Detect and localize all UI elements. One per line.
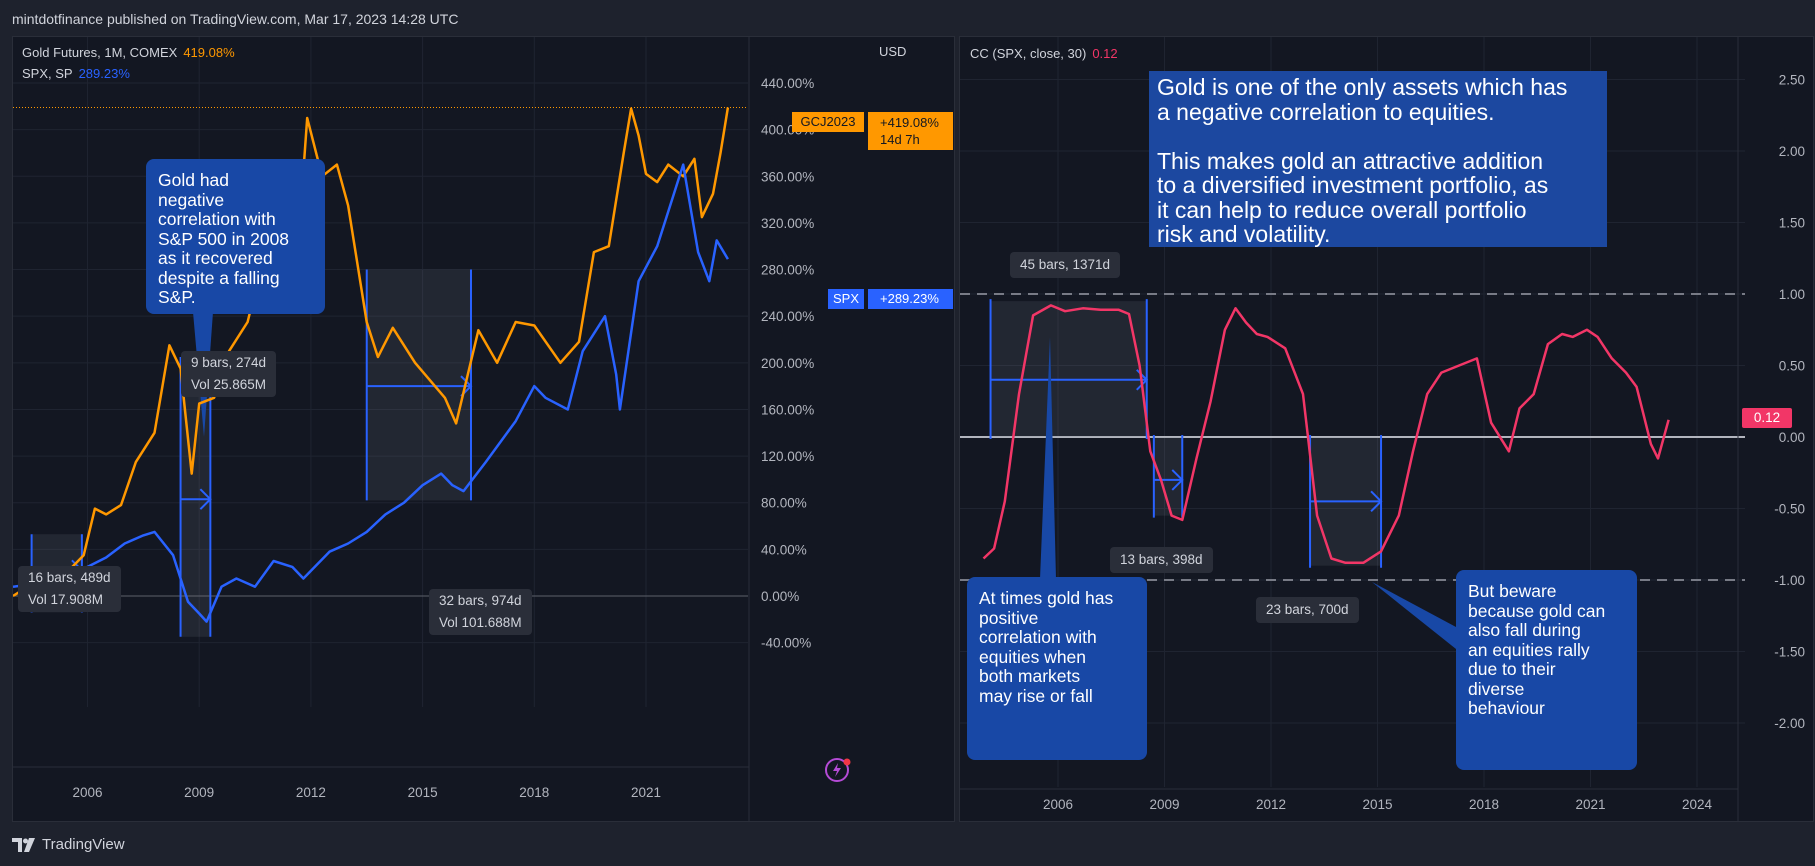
currency-label: USD xyxy=(879,44,907,59)
cc-x-tick-label: 2024 xyxy=(1682,797,1713,812)
y-tick-label: 240.00% xyxy=(761,309,814,324)
x-tick-label: 2009 xyxy=(184,785,214,800)
legend-spx-value: 289.23% xyxy=(78,66,130,81)
cc-x-tick-label: 2012 xyxy=(1256,797,1286,812)
x-tick-label: 2006 xyxy=(72,785,102,800)
gold-series-line xyxy=(13,107,730,598)
y-tick-label: 320.00% xyxy=(761,216,814,231)
gold-countdown: 14d 7h xyxy=(880,132,920,147)
measure-label-2: 9 bars, 274d Vol 25.865M xyxy=(181,351,277,397)
legend-gold-value: 419.08% xyxy=(183,45,235,60)
spx-ticker-label: SPX xyxy=(828,289,864,309)
cc-y-tick-label: 1.00 xyxy=(1779,287,1805,302)
callout-2008: Gold had negative correlation with S&P 5… xyxy=(146,159,325,314)
cc-x-tick-label: 2018 xyxy=(1469,797,1499,812)
cc-x-tick-label: 2009 xyxy=(1149,797,1179,812)
cc-measure-arrowhead xyxy=(1370,490,1383,513)
publisher-line: mintdotfinance published on TradingView.… xyxy=(12,11,459,27)
y-tick-label: 80.00% xyxy=(761,496,807,511)
y-tick-label: 280.00% xyxy=(761,263,814,278)
cc-x-tick-label: 2015 xyxy=(1362,797,1392,812)
legend-cc-name: CC (SPX, close, 30) xyxy=(970,46,1087,61)
spx-price-label: +289.23% xyxy=(868,289,953,309)
callout-positive-correlation: At times gold has positive correlation w… xyxy=(967,577,1147,760)
x-tick-label: 2021 xyxy=(631,785,661,800)
gold-ticker-label: GCJ2023 xyxy=(792,112,864,132)
right-chart-panel[interactable]: 2.50 2.00 1.50 1.00 0.50 0.00 -0.50 -1.00 -1.50 -… xyxy=(959,36,1814,822)
cc-current-value-label: 0.12 xyxy=(1742,408,1792,428)
legend-gold-name: Gold Futures, 1M, COMEX xyxy=(22,45,178,60)
legend-spx[interactable]: SPX, SP 289.23% xyxy=(22,66,130,81)
legend-gold[interactable]: Gold Futures, 1M, COMEX 419.08% xyxy=(22,45,235,60)
y-tick-label: 160.00% xyxy=(761,402,814,417)
left-chart-panel[interactable]: 440.00% 400.00% 360.00% 320.00% 280.00% 240.0… xyxy=(12,36,955,822)
gold-price-value: +419.08% xyxy=(880,115,939,130)
cc-y-tick-label: -0.50 xyxy=(1774,502,1805,517)
cc-y-tick-label: -1.50 xyxy=(1774,645,1805,660)
legend-spx-name: SPX, SP xyxy=(22,66,73,81)
measure-label-1: 16 bars, 489d Vol 17.908M xyxy=(18,566,121,612)
cc-measure-label-1: 45 bars, 1371d xyxy=(1010,252,1121,278)
callout-beware: But beware because gold can also fall du… xyxy=(1456,570,1637,770)
y-tick-label: 440.00% xyxy=(761,76,814,91)
right-chart-svg[interactable]: 2.50 2.00 1.50 1.00 0.50 0.00 -0.50 -1.00 -1.50 -… xyxy=(960,37,1813,821)
cc-y-tick-label: 0.50 xyxy=(1779,359,1805,374)
tradingview-logo[interactable]: TradingView xyxy=(12,836,125,853)
y-tick-label: 40.00% xyxy=(761,542,807,557)
cc-y-tick-label: 2.00 xyxy=(1779,144,1805,159)
footer: TradingView xyxy=(0,824,1815,866)
cc-x-tick-label: 2021 xyxy=(1575,797,1605,812)
legend-cc[interactable]: CC (SPX, close, 30) 0.12 xyxy=(970,46,1118,61)
y-tick-label: -40.00% xyxy=(761,636,811,651)
callout-positive-pointer xyxy=(1040,337,1056,579)
spx-series-line xyxy=(13,163,729,623)
left-chart-svg[interactable]: 440.00%400.00%360.00%320.00%280.00%240.0… xyxy=(13,37,954,821)
y-tick-label: 120.00% xyxy=(761,449,814,464)
x-tick-label: 2015 xyxy=(408,785,438,800)
measure-box xyxy=(366,269,471,501)
tradingview-brand: TradingView xyxy=(42,836,125,853)
cc-measure-box xyxy=(990,301,1147,437)
callout-beware-pointer xyxy=(1372,582,1456,649)
measure-label-3: 32 bars, 974d Vol 101.688M xyxy=(429,589,532,635)
cc-series-line xyxy=(982,304,1670,565)
measure-arrowhead xyxy=(199,488,212,510)
cc-measure-label-2: 13 bars, 398d xyxy=(1110,547,1213,573)
cc-measure-arrowhead xyxy=(1171,469,1184,491)
x-tick-label: 2018 xyxy=(519,785,549,800)
y-tick-label: 200.00% xyxy=(761,356,814,371)
cc-x-tick-label: 2006 xyxy=(1043,797,1073,812)
legend-cc-value: 0.12 xyxy=(1092,46,1118,61)
cc-y-tick-label: 2.50 xyxy=(1779,73,1805,88)
lightning-icon[interactable] xyxy=(823,754,853,784)
cc-y-tick-label: 1.50 xyxy=(1779,216,1805,231)
cc-y-tick-label: -2.00 xyxy=(1774,716,1805,731)
x-tick-label: 2012 xyxy=(296,785,326,800)
cc-y-tick-label: 0.00 xyxy=(1779,430,1805,445)
y-tick-label: 360.00% xyxy=(761,169,814,184)
callout-negative-correlation: Gold is one of the only assets which has… xyxy=(1149,71,1607,247)
cc-y-tick-label: -1.00 xyxy=(1774,573,1805,588)
tradingview-logo-icon xyxy=(12,837,35,852)
cc-measure-label-3: 23 bars, 700d xyxy=(1256,597,1359,623)
y-tick-label: 0.00% xyxy=(761,589,799,604)
gold-price-label: +419.08% 14d 7h xyxy=(868,112,953,150)
